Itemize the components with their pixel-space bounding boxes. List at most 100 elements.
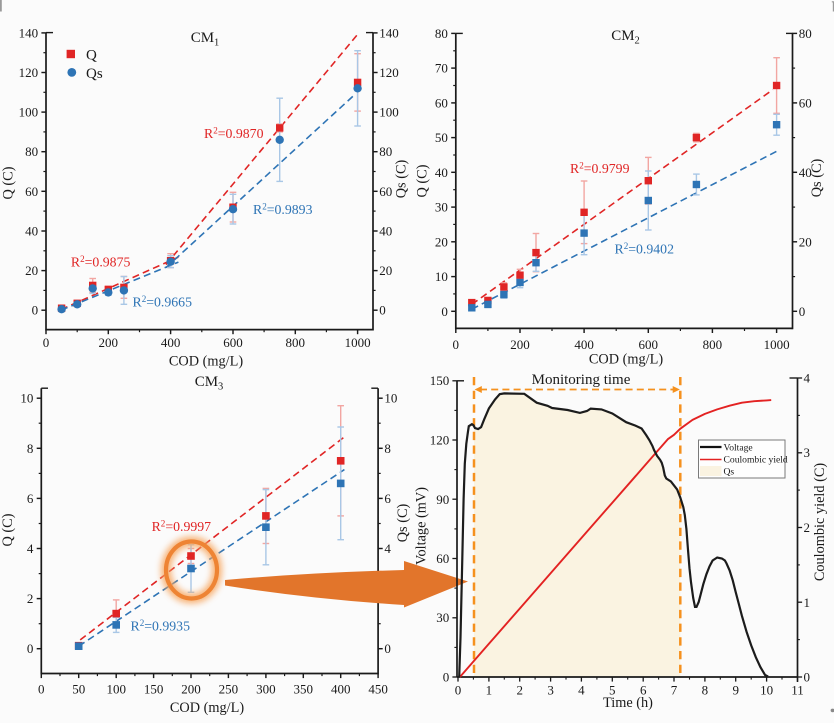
- svg-text:Q (C): Q (C): [1, 166, 17, 199]
- svg-text:600: 600: [639, 337, 659, 352]
- svg-text:120: 120: [430, 433, 450, 448]
- svg-text:Time (h): Time (h): [603, 695, 653, 711]
- svg-text:1: 1: [804, 595, 811, 610]
- svg-text:COD (mg/L): COD (mg/L): [589, 352, 663, 368]
- svg-text:8: 8: [27, 441, 34, 456]
- svg-text:CM1: CM1: [191, 30, 220, 49]
- svg-text:60: 60: [799, 95, 812, 110]
- svg-text:200: 200: [99, 335, 119, 350]
- svg-text:60: 60: [379, 184, 392, 199]
- svg-text:250: 250: [219, 682, 239, 697]
- svg-text:4: 4: [804, 371, 811, 386]
- svg-text:R2=0.9870: R2=0.9870: [204, 126, 264, 142]
- svg-text:80: 80: [379, 144, 392, 159]
- svg-text:4: 4: [27, 541, 34, 556]
- svg-text:200: 200: [181, 682, 201, 697]
- svg-text:0: 0: [43, 335, 50, 350]
- svg-text:20: 20: [435, 234, 448, 249]
- svg-text:11: 11: [791, 683, 804, 698]
- svg-text:10: 10: [384, 391, 397, 406]
- svg-text:400: 400: [574, 337, 594, 352]
- svg-text:100: 100: [106, 682, 126, 697]
- svg-text:3: 3: [547, 683, 554, 698]
- svg-text:600: 600: [223, 335, 243, 350]
- svg-text:R2=0.9997: R2=0.9997: [152, 519, 212, 535]
- svg-text:Q (C): Q (C): [415, 164, 431, 197]
- svg-text:0: 0: [443, 670, 450, 685]
- svg-text:0: 0: [379, 303, 386, 318]
- svg-text:COD (mg/L): COD (mg/L): [170, 700, 244, 716]
- svg-text:8: 8: [384, 441, 391, 456]
- svg-text:60: 60: [435, 95, 448, 110]
- svg-text:10: 10: [760, 683, 773, 698]
- svg-text:5: 5: [609, 683, 616, 698]
- svg-text:Qs (C): Qs (C): [394, 160, 410, 199]
- svg-text:Qs (C): Qs (C): [395, 504, 411, 543]
- svg-text:50: 50: [72, 682, 85, 697]
- svg-text:80: 80: [435, 26, 448, 41]
- svg-text:50: 50: [435, 130, 448, 145]
- svg-text:350: 350: [294, 682, 314, 697]
- svg-text:0: 0: [455, 683, 462, 698]
- svg-text:Monitoring time: Monitoring time: [532, 372, 631, 388]
- svg-text:800: 800: [703, 337, 723, 352]
- svg-text:4: 4: [578, 683, 585, 698]
- svg-text:100: 100: [379, 105, 399, 120]
- svg-text:0: 0: [804, 670, 811, 685]
- svg-text:0: 0: [38, 682, 45, 697]
- svg-text:200: 200: [510, 337, 530, 352]
- svg-text:0: 0: [32, 303, 39, 318]
- svg-text:3: 3: [804, 445, 811, 460]
- svg-text:R2=0.9402: R2=0.9402: [615, 241, 675, 257]
- svg-text:COD (mg/L): COD (mg/L): [169, 354, 243, 370]
- svg-text:CM3: CM3: [195, 374, 224, 393]
- svg-text:80: 80: [799, 26, 812, 41]
- svg-text:1000: 1000: [764, 337, 790, 352]
- svg-text:8: 8: [702, 683, 709, 698]
- svg-text:1000: 1000: [345, 335, 371, 350]
- svg-text:R2=0.9893: R2=0.9893: [253, 202, 313, 218]
- svg-text:400: 400: [161, 335, 181, 350]
- svg-text:6: 6: [384, 491, 391, 506]
- svg-text:Q: Q: [86, 48, 97, 64]
- svg-text:0: 0: [799, 304, 806, 319]
- svg-text:400: 400: [331, 682, 351, 697]
- svg-text:0: 0: [453, 337, 460, 352]
- svg-text:4: 4: [384, 541, 391, 556]
- svg-text:9: 9: [732, 683, 739, 698]
- svg-text:7: 7: [671, 683, 678, 698]
- svg-text:2: 2: [516, 683, 523, 698]
- svg-text:40: 40: [379, 224, 392, 239]
- svg-text:40: 40: [25, 224, 38, 239]
- svg-text:20: 20: [379, 263, 392, 278]
- svg-text:70: 70: [435, 61, 448, 76]
- svg-text:Qs (C): Qs (C): [809, 159, 825, 198]
- svg-text:Coulombic yield: Coulombic yield: [724, 455, 788, 466]
- svg-text:10: 10: [20, 391, 33, 406]
- svg-text:140: 140: [379, 25, 399, 40]
- svg-text:140: 140: [19, 25, 39, 40]
- svg-text:R2=0.9875: R2=0.9875: [71, 254, 131, 270]
- svg-text:Qs: Qs: [86, 66, 103, 82]
- svg-text:R2=0.9665: R2=0.9665: [133, 294, 193, 310]
- svg-text:R2=0.9799: R2=0.9799: [570, 161, 630, 177]
- svg-text:Q (C): Q (C): [0, 513, 16, 546]
- svg-text:60: 60: [25, 184, 38, 199]
- svg-text:60: 60: [436, 551, 449, 566]
- svg-text:300: 300: [256, 682, 276, 697]
- svg-text:20: 20: [25, 263, 38, 278]
- svg-text:40: 40: [435, 165, 448, 180]
- svg-text:0: 0: [441, 304, 448, 319]
- svg-text:2: 2: [804, 520, 811, 535]
- svg-text:100: 100: [19, 105, 39, 120]
- svg-text:Voltage: Voltage: [724, 443, 753, 454]
- svg-text:10: 10: [435, 269, 448, 284]
- svg-text:90: 90: [436, 492, 449, 507]
- svg-text:Coulombic yield (C): Coulombic yield (C): [812, 463, 828, 582]
- svg-text:120: 120: [379, 65, 399, 80]
- svg-text:30: 30: [436, 610, 449, 625]
- svg-text:80: 80: [25, 144, 38, 159]
- svg-text:0: 0: [384, 641, 391, 656]
- svg-text:40: 40: [799, 165, 812, 180]
- svg-text:0: 0: [27, 641, 34, 656]
